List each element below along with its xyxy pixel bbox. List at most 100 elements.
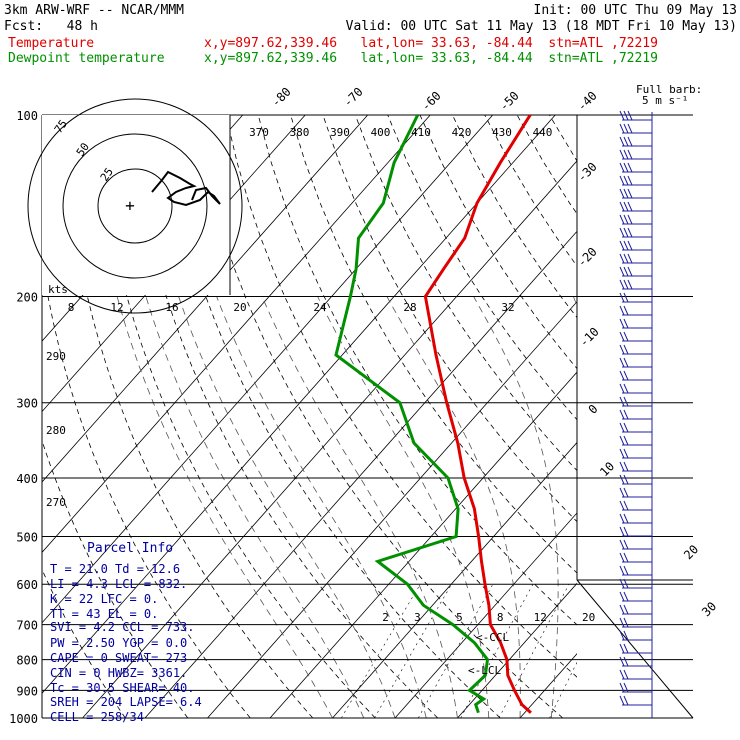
barb-flag: [623, 643, 629, 654]
barb-flag: [627, 149, 633, 160]
barb-flag: [619, 396, 625, 407]
pressure-tick-label: 800: [16, 654, 38, 668]
dry-adiabat-line: [225, 115, 577, 678]
theta-label: 290: [46, 350, 66, 363]
hodograph-speed-label: 16: [165, 301, 178, 314]
barb-flag: [619, 448, 625, 459]
wind-barb: [619, 591, 652, 602]
dry-adiabat-line: [128, 115, 439, 718]
barb-flag: [627, 227, 633, 238]
barb-flag: [627, 123, 633, 134]
barb-flag: [619, 110, 625, 121]
barb-flag: [623, 578, 629, 589]
isotherm-line: [269, 371, 577, 718]
barb-flag: [623, 149, 629, 160]
lcl-annotation: <-LCL: [468, 664, 501, 677]
pressure-tick-label: 600: [16, 578, 38, 592]
isotherm-line: [144, 230, 577, 718]
init-time: Init: 00 UTC Thu 09 May 13: [533, 3, 738, 18]
dry-adiabat-line: [647, 115, 740, 718]
dry-adiabat-line: [419, 115, 577, 370]
barb-flag: [623, 565, 629, 576]
model-name: 3km ARW-WRF -- NCAR/MMM: [4, 3, 185, 18]
parcel-row: PW = 2.50 YGP = 0.0: [50, 636, 187, 650]
barb-flag: [623, 136, 629, 147]
wind-barb: [619, 539, 652, 550]
barb-flag: [627, 201, 633, 212]
barb-flag: [619, 136, 625, 147]
barb-flag: [623, 227, 629, 238]
theta-label: 380: [290, 126, 310, 139]
dewpoint-label: Dewpoint temperature: [8, 51, 165, 66]
barb-flag: [619, 188, 625, 199]
barb-flag: [623, 110, 629, 121]
wind-barb: [619, 253, 652, 264]
parcel-row: CIN = 0 HWBZ= 3361.: [50, 666, 187, 680]
isotherm-line: [82, 160, 577, 718]
dry-adiabat-line: [614, 115, 740, 718]
barb-flag: [619, 656, 625, 667]
barb-flag: [619, 591, 625, 602]
isotherm-label: -20: [575, 245, 600, 270]
mixing-ratio-label: 8: [497, 611, 504, 624]
dewpoint-station-info: x,y=897.62,339.46 lat,lon= 33.63, -84.44…: [204, 51, 658, 66]
barb-flag: [623, 279, 629, 290]
mixing-ratio-label: 12: [534, 611, 547, 624]
hodograph-speed-label: 8: [68, 301, 75, 314]
barb-flag: [619, 266, 625, 277]
barb-flag: [619, 305, 625, 316]
barb-flag: [619, 604, 625, 615]
wind-barb: [619, 331, 652, 342]
barb-flag: [627, 279, 633, 290]
barb-flag: [623, 435, 629, 446]
wind-barb: [619, 123, 652, 134]
mixing-ratio-label: 2: [382, 611, 389, 624]
barb-flag: [619, 123, 625, 134]
hodograph-panel: [42, 115, 230, 295]
isotherm-line: [583, 115, 740, 718]
isotherm-label: 20: [681, 542, 701, 562]
barb-flag: [627, 214, 633, 225]
pressure-tick-label: 700: [16, 619, 38, 633]
barb-flag: [623, 175, 629, 186]
barb-flag: [623, 318, 629, 329]
parcel-row: CELL = 258/34: [50, 710, 144, 724]
barb-flag: [623, 292, 629, 303]
parcel-row: Tc = 30.5 SHEAR= 40.: [50, 681, 195, 695]
barb-flag: [623, 344, 629, 355]
barb-flag: [619, 630, 625, 641]
barb-flag: [623, 422, 629, 433]
barb-flag: [623, 201, 629, 212]
wind-barb: [619, 344, 652, 355]
dry-adiabat-line: [322, 115, 577, 523]
pressure-tick-label: 400: [16, 472, 38, 486]
barb-flag: [627, 240, 633, 251]
barb-flag: [623, 396, 629, 407]
pressure-tick-label: 500: [16, 530, 38, 544]
isotherm-line: [42, 115, 494, 624]
barb-flag: [623, 214, 629, 225]
hodograph-ring: [62, 133, 208, 279]
mixing-ratio-line: [341, 584, 421, 718]
parcel-row: SREH = 204 LAPSE= 6.4: [50, 695, 202, 709]
barb-flag: [619, 643, 625, 654]
barb-flag: [623, 461, 629, 472]
theta-label: 410: [411, 126, 431, 139]
hodograph-speed-label: 32: [501, 301, 514, 314]
hodograph-ring: [97, 168, 173, 244]
wind-barb: [619, 578, 652, 589]
wind-barb: [619, 318, 652, 329]
barb-flag: [619, 513, 625, 524]
barb-flag: [619, 552, 625, 563]
mixing-ratio-line: [460, 584, 534, 718]
wind-barb: [619, 110, 652, 121]
isotherm-label: -40: [575, 89, 600, 114]
isotherm-label: 30: [699, 599, 719, 619]
barb-flag: [627, 253, 633, 264]
parcel-row: TT = 43 EL = 0.: [50, 607, 158, 621]
theta-label: 440: [533, 126, 553, 139]
isotherm-line: [42, 115, 369, 483]
barb-flag: [619, 240, 625, 251]
